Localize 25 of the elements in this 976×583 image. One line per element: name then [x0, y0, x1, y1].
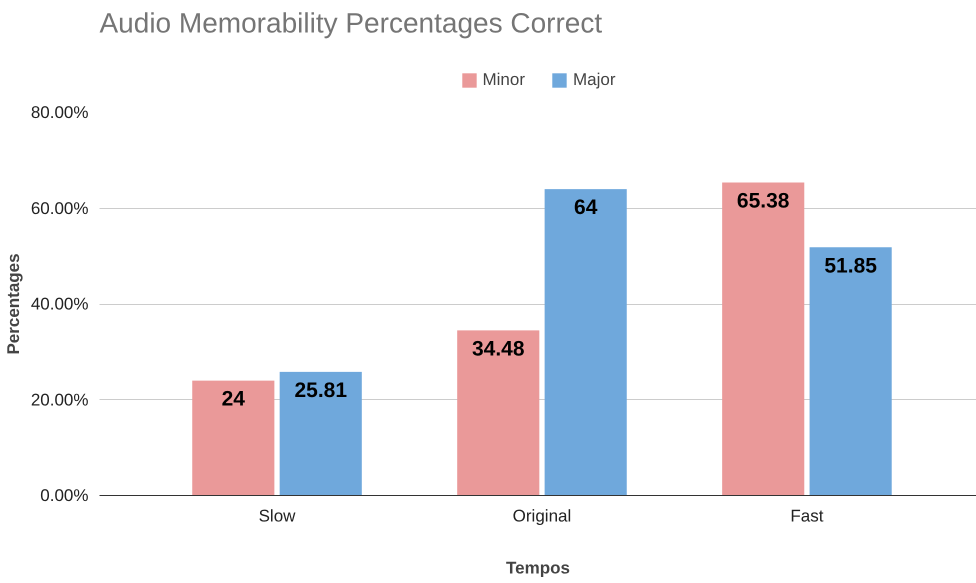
x-tick-label: Fast	[790, 506, 824, 526]
data-label: 34.48	[472, 337, 525, 360]
data-label: 51.85	[824, 254, 878, 278]
data-label: 25.81	[294, 378, 348, 402]
legend-label: Minor	[482, 70, 525, 90]
bar	[544, 189, 627, 496]
data-label: 64	[574, 196, 598, 220]
bar	[192, 380, 274, 496]
x-tick-label: Original	[512, 506, 572, 526]
bar	[280, 372, 362, 496]
y-tick-label: 80.00%	[30, 103, 89, 122]
chart-title: Audio Memorability Percentages Correct	[100, 8, 602, 38]
y-tick-label: 20.00%	[30, 390, 89, 410]
y-tick-label: 40.00%	[30, 294, 89, 314]
y-tick-label: 60.00%	[30, 198, 89, 218]
bar	[457, 330, 540, 496]
x-tick-label: Slow	[258, 506, 296, 526]
bar	[722, 182, 804, 496]
x-axis-title: Tempos	[506, 558, 570, 578]
y-axis-title: Percentages	[4, 253, 23, 355]
y-tick-label: 0.00%	[40, 486, 88, 505]
data-label: 24	[222, 388, 246, 411]
data-label: 65.38	[736, 189, 790, 212]
legend-label: Major	[573, 70, 616, 90]
bar	[810, 247, 892, 496]
